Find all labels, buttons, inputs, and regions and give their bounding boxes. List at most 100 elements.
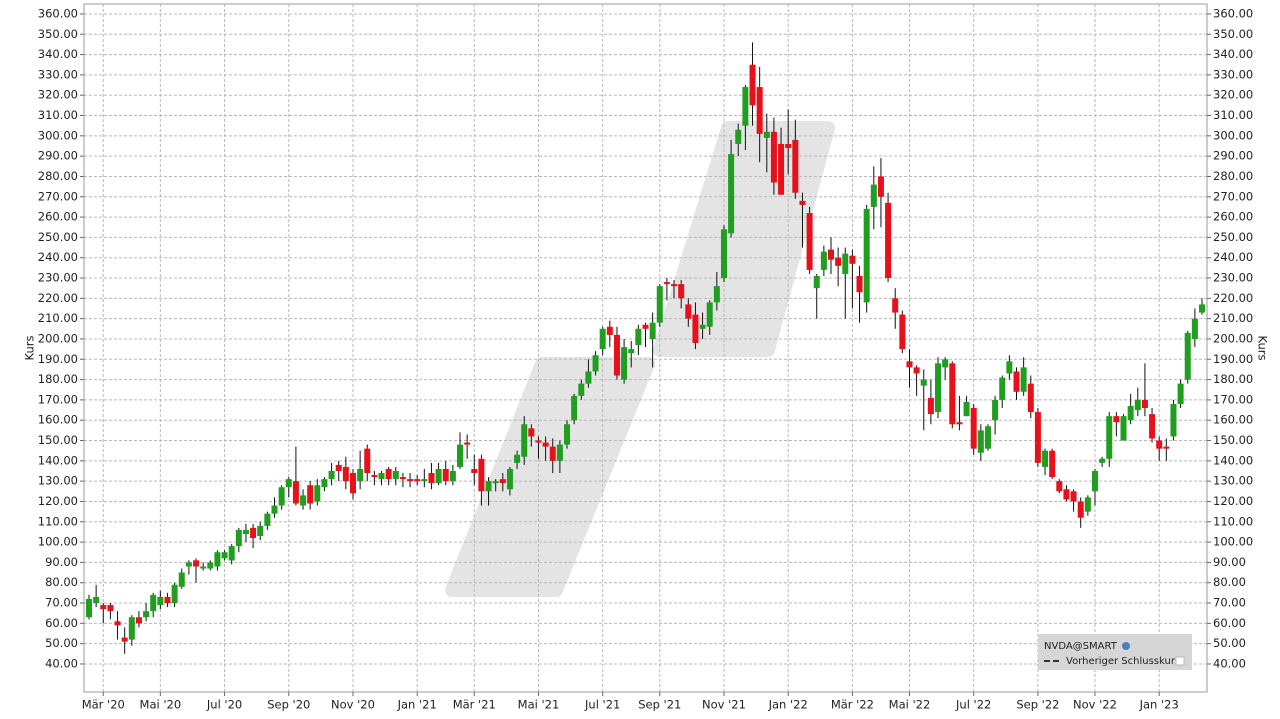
candle-body: [649, 322, 656, 339]
candle-body: [935, 363, 942, 413]
y-tick-label: 150.00: [38, 433, 78, 447]
candle-body: [849, 255, 856, 264]
legend-box: [1038, 634, 1192, 670]
candle-body: [870, 184, 877, 207]
candle-body: [785, 143, 792, 149]
candle-body: [399, 477, 406, 480]
candle-body: [214, 552, 221, 567]
y-tick-label: 80.00: [45, 575, 78, 589]
y-tick-label: 160.00: [38, 413, 78, 427]
y-tick-label: 190.00: [38, 352, 78, 366]
candle-body: [314, 485, 321, 502]
y-tick-label: 360.00: [38, 6, 78, 20]
y-tick-label: 250.00: [38, 230, 78, 244]
x-tick-label: Mär '22: [831, 698, 874, 712]
candle-body: [300, 495, 307, 506]
y2-tick-label: 280.00: [1213, 169, 1253, 183]
candle-body: [428, 473, 435, 484]
candle-body: [86, 598, 92, 618]
x-tick-label: Nov '22: [1073, 698, 1117, 712]
candle-body: [121, 637, 128, 642]
candle-body: [135, 617, 142, 624]
y2-tick-label: 190.00: [1213, 352, 1253, 366]
y-tick-label: 60.00: [45, 616, 78, 630]
candle-body: [143, 611, 150, 618]
x-tick-label: Jan '23: [1139, 698, 1179, 712]
legend-checkbox[interactable]: [1175, 656, 1185, 666]
y2-tick-label: 310.00: [1213, 108, 1253, 122]
candle-body: [1134, 399, 1141, 411]
y2-tick-label: 320.00: [1213, 88, 1253, 102]
candle-body: [678, 284, 685, 299]
legend-previous-close: Vorheriger Schlusskurs: [1066, 656, 1180, 667]
y2-tick-label: 180.00: [1213, 372, 1253, 386]
y-tick-label: 300.00: [38, 128, 78, 142]
candle-body: [321, 479, 328, 488]
plot-frame: [83, 3, 1208, 693]
y2-tick-label: 330.00: [1213, 67, 1253, 81]
x-tick-label: Jul '21: [584, 698, 620, 712]
candle-body: [685, 304, 692, 319]
candle-body: [414, 479, 421, 482]
candle-body: [977, 430, 984, 453]
candle-body: [1049, 450, 1056, 478]
candle-body: [720, 229, 727, 279]
y2-tick-label: 340.00: [1213, 47, 1253, 61]
candle-body: [464, 442, 471, 445]
candle-body: [235, 529, 242, 547]
candle-body: [1127, 405, 1134, 421]
candle-body: [178, 572, 185, 587]
candle-body: [856, 275, 863, 293]
y2-tick-label: 90.00: [1213, 555, 1246, 569]
candle-body: [913, 367, 920, 374]
y-tick-label: 340.00: [38, 47, 78, 61]
candle-body: [885, 202, 892, 279]
candle-body: [1063, 489, 1070, 500]
candle-body: [378, 473, 385, 480]
candle-body: [292, 481, 299, 504]
y-axis-label: Kurs: [23, 336, 37, 361]
candle-body: [442, 468, 449, 482]
candle-body: [349, 473, 356, 494]
candle-body: [1042, 450, 1049, 467]
y-tick-label: 240.00: [38, 250, 78, 264]
y-tick-label: 210.00: [38, 311, 78, 325]
x-tick-label: Mär '20: [82, 698, 125, 712]
y-tick-label: 310.00: [38, 108, 78, 122]
candle-body: [635, 328, 642, 346]
candle-body: [1191, 318, 1198, 339]
candle-body: [1006, 361, 1013, 374]
candle-body: [185, 562, 192, 567]
candle-body: [742, 87, 749, 126]
y2-tick-label: 230.00: [1213, 271, 1253, 285]
y-tick-label: 220.00: [38, 291, 78, 305]
candle-body: [813, 275, 820, 289]
candle-body: [335, 464, 342, 471]
candles: [86, 42, 1205, 654]
y2-tick-label: 270.00: [1213, 189, 1253, 203]
y-tick-label: 40.00: [45, 656, 78, 670]
y2-tick-label: 300.00: [1213, 128, 1253, 142]
x-tick-label: Sep '20: [267, 698, 310, 712]
candle-body: [756, 87, 763, 134]
y2-tick-label: 250.00: [1213, 230, 1253, 244]
candle-body: [585, 371, 592, 384]
candle-body: [956, 422, 963, 425]
y-tick-label: 180.00: [38, 372, 78, 386]
y-tick-label: 130.00: [38, 474, 78, 488]
candle-body: [371, 475, 378, 478]
candle-body: [1020, 367, 1027, 392]
candle-body: [471, 468, 478, 474]
candle-body: [485, 481, 492, 492]
candle-body: [107, 605, 114, 612]
candle-body: [556, 444, 563, 461]
candle-body: [257, 525, 264, 536]
candle-body: [1199, 304, 1205, 313]
candle-body: [642, 324, 649, 329]
candle-body: [728, 154, 735, 234]
y-tick-label: 50.00: [45, 636, 78, 650]
y2-tick-label: 360.00: [1213, 6, 1253, 20]
candle-body: [820, 251, 827, 270]
candle-body: [342, 466, 349, 482]
